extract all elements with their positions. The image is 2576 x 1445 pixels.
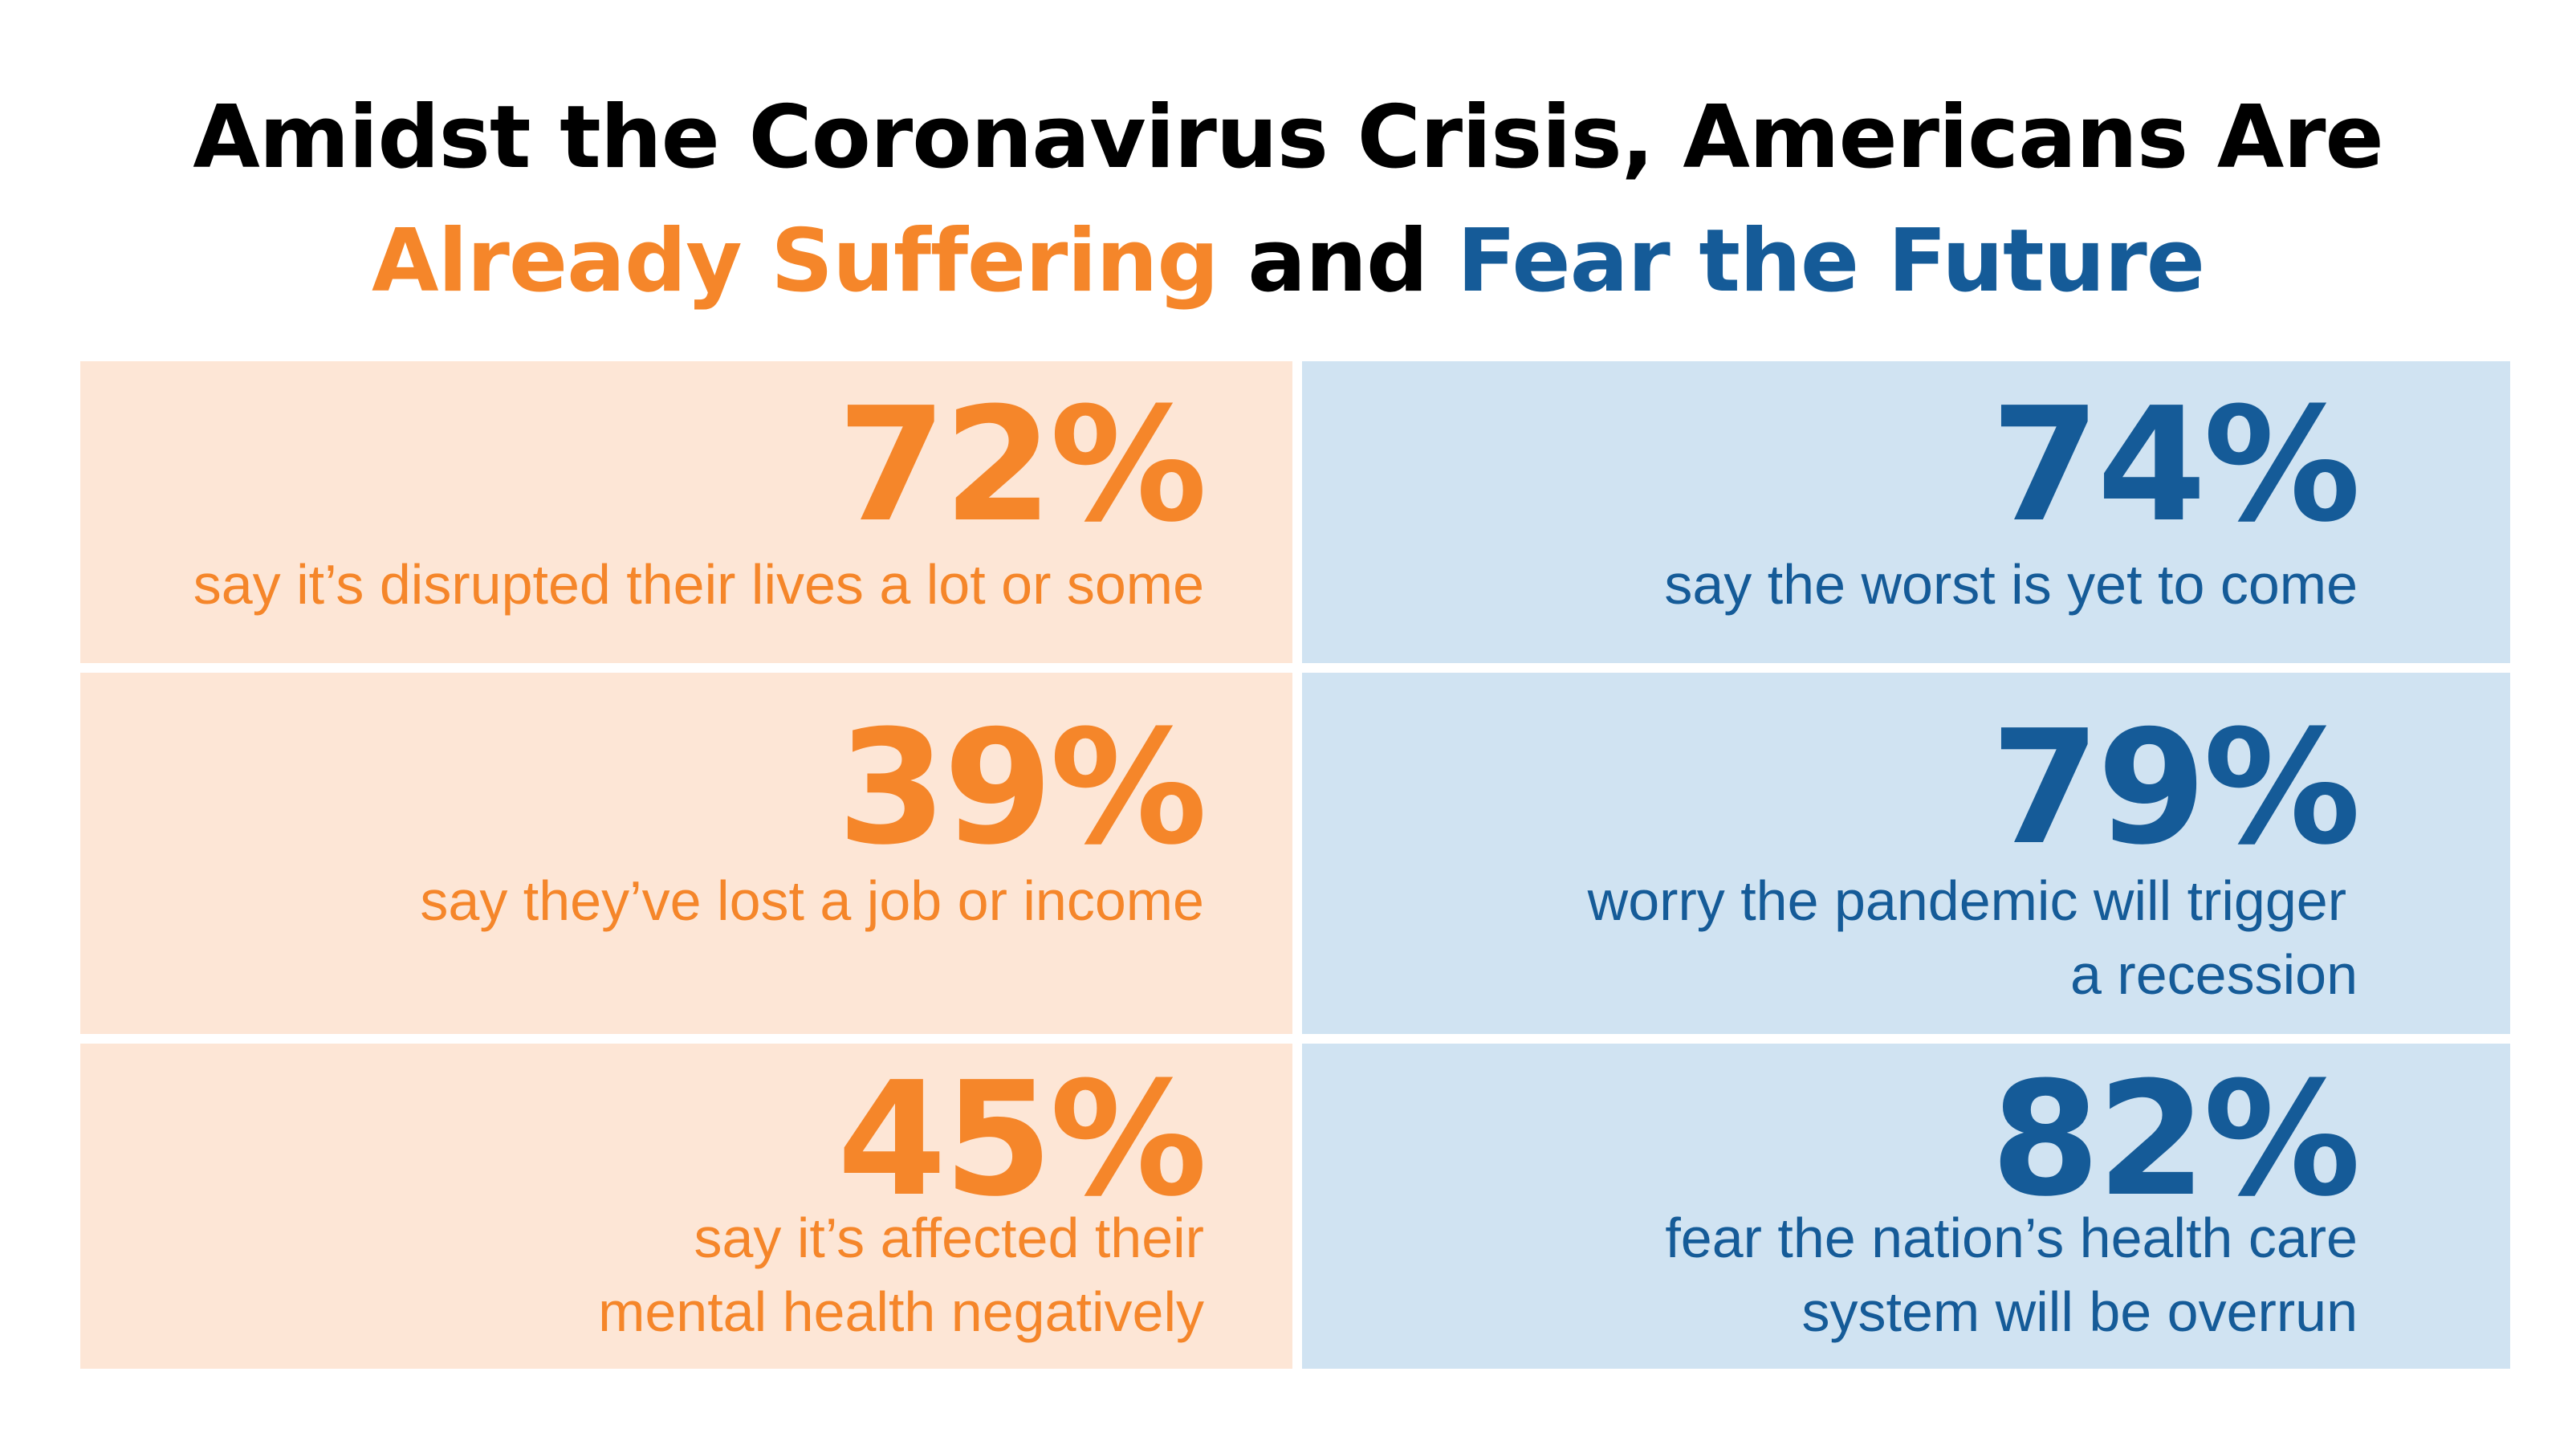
title-highlight-future: Fear the Future [1456,211,2205,311]
stat-description-line-1: worry the pandemic will trigger [1587,869,2346,932]
stat-description: say they’ve lost a job or income [420,869,1204,932]
stat-percent: 79% [1990,697,2361,880]
stat-percent: 72% [836,374,1207,557]
stat-description-line-1: say it’s affected their [694,1207,1204,1269]
stat-card-suffering-3: 45% say it’s affected their mental healt… [80,1044,1292,1369]
stat-description: say it’s disrupted their lives a lot or … [193,553,1204,616]
stat-description-line-2: system will be overrun [1801,1280,2358,1343]
title-connector: and [1218,211,1457,311]
stat-percent: 45% [836,1048,1207,1231]
stat-percent: 39% [836,697,1207,880]
stat-card-fear-2: 79% worry the pandemic will trigger a re… [1302,673,2510,1034]
stat-card-suffering-2: 39% say they’ve lost a job or income [80,673,1292,1034]
stat-card-fear-1: 74% say the worst is yet to come [1302,361,2510,663]
stat-card-suffering-1: 72% say it’s disrupted their lives a lot… [80,361,1292,663]
stat-percent: 74% [1990,374,2361,557]
stat-description-line-2: mental health negatively [598,1280,1204,1343]
stat-description-line-1: fear the nation’s health care [1665,1207,2358,1269]
title-highlight-suffering: Already Suffering [371,211,1219,311]
stat-card-fear-3: 82% fear the nation’s health care system… [1302,1044,2510,1369]
stat-percent: 82% [1990,1048,2361,1231]
page-title: Amidst the Coronavirus Crisis, Americans… [0,76,2576,324]
stat-description: say the worst is yet to come [1664,553,2358,616]
stat-description-line-2: a recession [2070,943,2358,1006]
title-line-2: Already Suffering and Fear the Future [0,200,2576,324]
title-line-1: Amidst the Coronavirus Crisis, Americans… [193,88,2384,188]
